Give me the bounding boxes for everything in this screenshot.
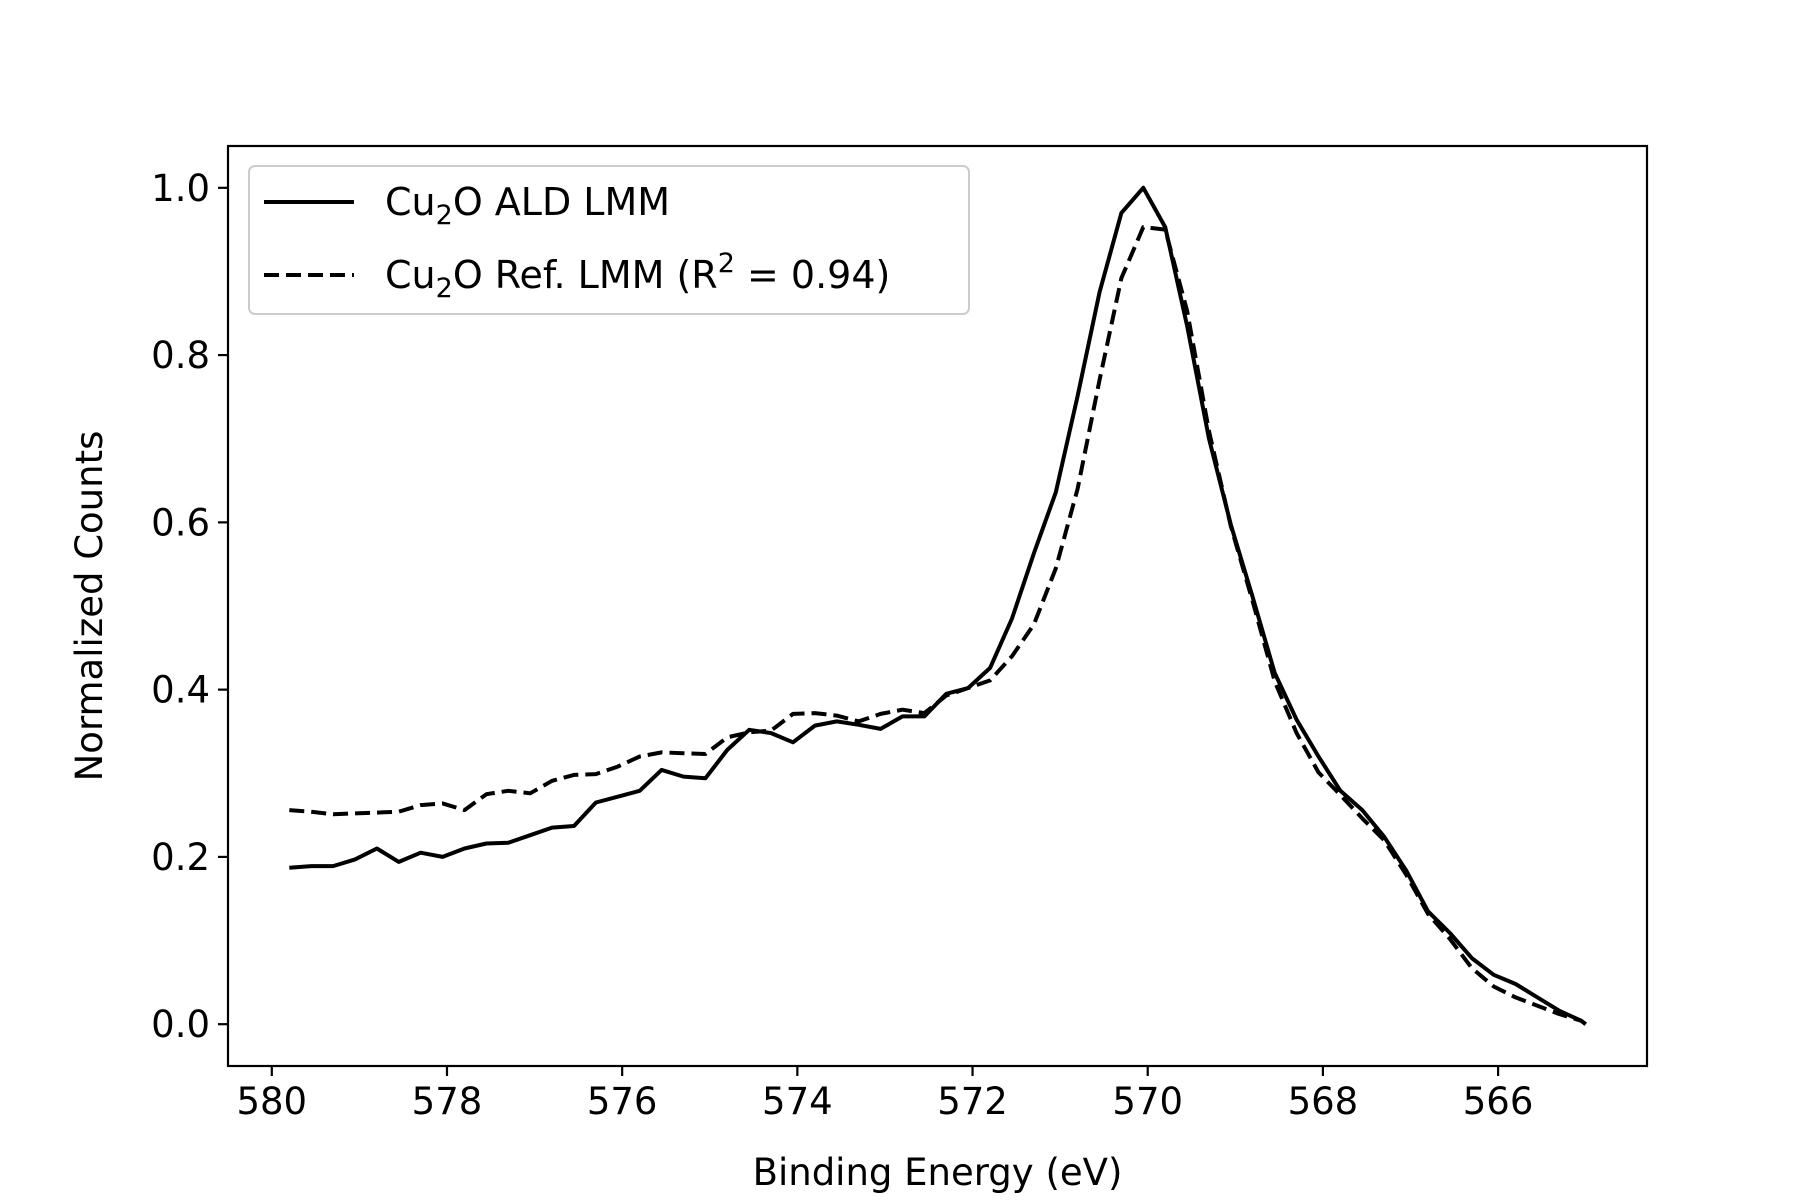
x-tick-label: 572: [937, 1080, 1008, 1123]
x-tick-label: 566: [1463, 1080, 1534, 1123]
y-tick-label: 1.0: [151, 167, 210, 210]
x-tick-label: 574: [762, 1080, 833, 1123]
legend-box: [248, 165, 970, 315]
plot-area: [226, 144, 1649, 1068]
x-axis-label: Binding Energy (eV): [753, 1151, 1123, 1194]
axes-frame: [226, 144, 1649, 1068]
series-line-ref: [289, 225, 1587, 1026]
y-tick-label: 0.8: [151, 334, 210, 377]
y-axis-label: Normalized Counts: [68, 431, 111, 782]
y-axis-ticks: 0.0 0.2 0.4 0.6 0.8 1.0: [151, 167, 228, 1046]
legend-label-ref: Cu2O Ref. LMM (R2 = 0.94): [385, 248, 890, 304]
y-tick-label: 0.2: [151, 836, 210, 879]
x-axis-ticks: 580 578 576 574 572 570 568 566: [236, 1066, 1533, 1123]
y-tick-label: 0.0: [151, 1003, 210, 1046]
x-tick-label: 568: [1288, 1080, 1359, 1123]
legend: Cu2O ALD LMM Cu2O Ref. LMM (R2 = 0.94): [248, 165, 970, 315]
x-tick-label: 580: [236, 1080, 307, 1123]
x-tick-label: 578: [412, 1080, 483, 1123]
y-tick-label: 0.4: [151, 669, 210, 712]
y-tick-label: 0.6: [151, 501, 210, 544]
legend-label-ald: Cu2O ALD LMM: [385, 180, 670, 231]
x-tick-label: 570: [1112, 1080, 1183, 1123]
x-tick-label: 576: [587, 1080, 658, 1123]
